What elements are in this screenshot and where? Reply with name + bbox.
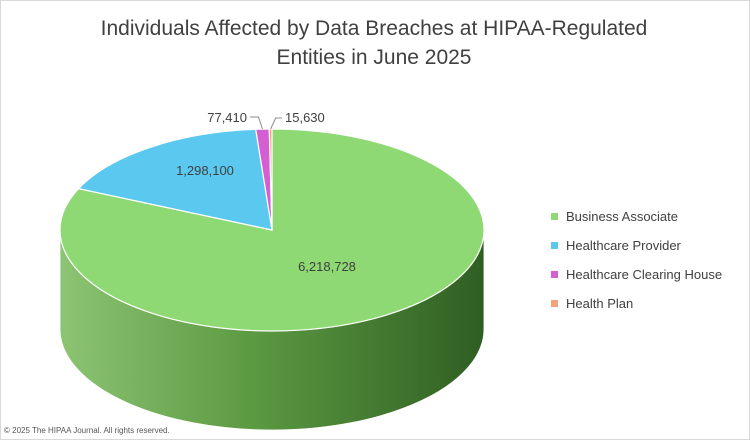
data-label-healthcare-provider: 1,298,100 bbox=[176, 163, 234, 178]
pie-layer: 6,218,728 1,298,100 77,410 15,630 bbox=[59, 110, 485, 431]
legend-label-healthcare-clearing-house: Healthcare Clearing House bbox=[566, 267, 723, 282]
legend-label-business-associate: Business Associate bbox=[566, 209, 679, 224]
legend-item-healthcare-provider: Healthcare Provider bbox=[551, 231, 722, 260]
pie-slice-healthcare-provider bbox=[77, 128, 273, 231]
legend-label-healthcare-provider: Healthcare Provider bbox=[566, 238, 681, 253]
chart-title: Individuals Affected by Data Breaches at… bbox=[0, 14, 748, 72]
data-label-health-plan: 15,630 bbox=[285, 110, 325, 125]
chart-title-line-1: Individuals Affected by Data Breaches at… bbox=[100, 17, 648, 40]
copyright-footer: © 2025 The HIPAA Journal. All rights res… bbox=[4, 426, 170, 435]
legend-swatch-business-associate bbox=[551, 213, 558, 220]
legend-swatch-health-plan bbox=[551, 300, 558, 307]
legend-item-healthcare-clearing-house: Healthcare Clearing House bbox=[551, 260, 722, 289]
legend-label-health-plan: Health Plan bbox=[566, 296, 634, 311]
leader-line-health-plan bbox=[270, 117, 282, 130]
data-label-healthcare-clearing-house: 77,410 bbox=[207, 110, 247, 125]
legend-item-health-plan: Health Plan bbox=[551, 289, 722, 318]
data-label-business-associate: 6,218,728 bbox=[298, 259, 356, 274]
legend-swatch-healthcare-clearing-house bbox=[551, 271, 558, 278]
leader-line-healthcare-clearing-house bbox=[250, 116, 263, 130]
legend: Business Associate Healthcare Provider H… bbox=[551, 202, 722, 318]
legend-item-business-associate: Business Associate bbox=[551, 202, 722, 231]
legend-swatch-healthcare-provider bbox=[551, 242, 558, 249]
chart-title-line-2: Entities in June 2025 bbox=[276, 46, 472, 69]
